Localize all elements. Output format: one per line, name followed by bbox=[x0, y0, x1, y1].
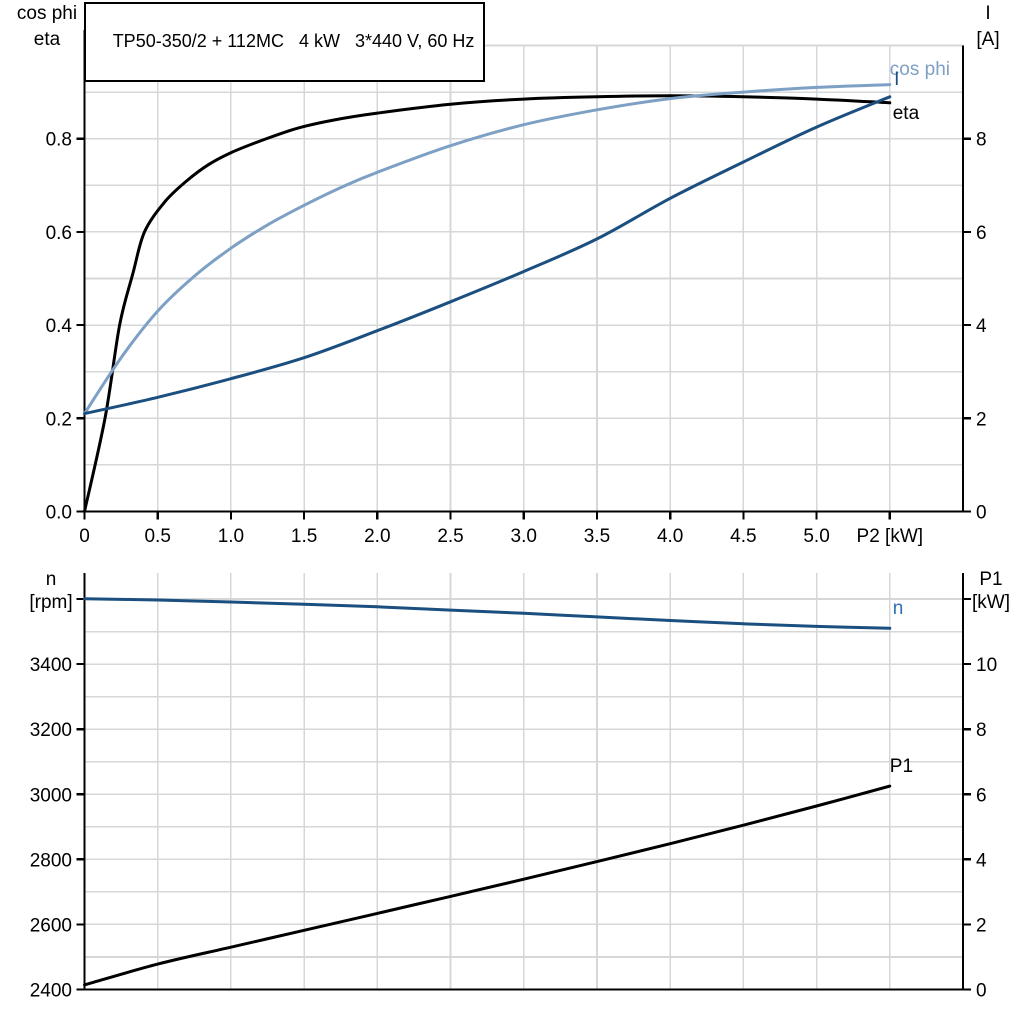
x-axis-tick-label: 1.5 bbox=[291, 526, 317, 547]
left-axis-tick-label: 0.6 bbox=[46, 223, 72, 244]
right-axis-tick-label: 2 bbox=[976, 915, 987, 936]
grid bbox=[84, 573, 963, 990]
chart-title-box: TP50-350/2 + 112MC 4 kW 3*440 V, 60 Hz bbox=[84, 2, 486, 82]
right-axis-header: [A] bbox=[976, 29, 999, 50]
left-axis-header: n bbox=[46, 569, 57, 590]
left-axis-tick-label: 0.4 bbox=[46, 316, 73, 337]
right-axis-tick-label: 0 bbox=[976, 503, 987, 524]
axes bbox=[83, 573, 965, 991]
left-axis-tick-label: 3400 bbox=[30, 655, 72, 676]
cos-phi-curve-label: cos phi bbox=[890, 59, 950, 80]
left-axis-tick-label: 0.0 bbox=[46, 503, 72, 524]
right-axis-tick-label: 8 bbox=[976, 130, 987, 151]
chart-title: TP50-350/2 + 112MC 4 kW 3*440 V, 60 Hz bbox=[112, 31, 475, 51]
left-axis-tick-label: 3200 bbox=[30, 720, 72, 741]
x-axis-tick-label: P2 [kW] bbox=[857, 526, 924, 547]
right-axis-tick-label: 8 bbox=[976, 720, 987, 741]
x-axis-tick-label: 2.5 bbox=[437, 526, 463, 547]
input-power-curve-label: P1 bbox=[890, 756, 913, 777]
x-axis-tick-label: 5.0 bbox=[803, 526, 829, 547]
left-axis-header: cos phi bbox=[17, 3, 77, 24]
current-curve bbox=[83, 95, 892, 416]
left-axis-tick-label: 2600 bbox=[30, 915, 72, 936]
right-axis-tick-label: 6 bbox=[976, 223, 987, 244]
right-axis-tick-label: 10 bbox=[976, 655, 997, 676]
right-axis-tick-label: 0 bbox=[976, 981, 987, 1002]
left-axis-header: eta bbox=[34, 29, 61, 50]
right-axis-tick-label: 4 bbox=[976, 850, 987, 871]
x-axis-tick-label: 4.0 bbox=[657, 526, 683, 547]
motor-efficiency-chart: 0.0 0.2 0.4 0.6 0.8 0 2 4 6 8 0 0.5 1.0 1.5 2.0 2.5 3.0 3… bbox=[17, 3, 1000, 547]
left-axis-tick-label: 0.2 bbox=[46, 409, 72, 430]
current-curve-label: I bbox=[894, 69, 899, 90]
left-axis-tick-label: 3000 bbox=[30, 785, 72, 806]
x-axis-tick-label: 4.5 bbox=[730, 526, 756, 547]
speed-curve bbox=[83, 597, 892, 630]
right-axis-tick-label: 2 bbox=[976, 409, 987, 430]
x-axis-tick-label: 2.0 bbox=[364, 526, 390, 547]
right-axis-header: P1 bbox=[979, 569, 1002, 590]
x-axis-tick-label: 0.5 bbox=[144, 526, 170, 547]
x-axis-tick-label: 0 bbox=[79, 526, 90, 547]
input-power-curve bbox=[83, 784, 892, 987]
speed-curve-label: n bbox=[893, 598, 904, 619]
eta-curve bbox=[83, 94, 892, 513]
right-axis-header: [kW] bbox=[972, 592, 1010, 613]
cos-phi-curve bbox=[83, 83, 892, 416]
left-axis-tick-label: 2400 bbox=[30, 981, 72, 1002]
left-axis-tick-label: 0.8 bbox=[46, 130, 72, 151]
left-axis-tick-label: 2800 bbox=[30, 850, 72, 871]
right-axis-tick-label: 4 bbox=[976, 316, 987, 337]
eta-curve-label: eta bbox=[893, 103, 920, 124]
right-axis-header: I bbox=[985, 3, 990, 24]
x-axis-tick-label: 3.0 bbox=[511, 526, 537, 547]
speed-power-chart: 2400260028003000320034000246810n[rpm]P1[… bbox=[29, 569, 1010, 1002]
x-axis-tick-label: 3.5 bbox=[584, 526, 610, 547]
x-axis-tick-label: 1.0 bbox=[218, 526, 244, 547]
right-axis-tick-label: 6 bbox=[976, 785, 987, 806]
left-axis-header: [rpm] bbox=[29, 592, 72, 613]
grid bbox=[84, 44, 963, 512]
